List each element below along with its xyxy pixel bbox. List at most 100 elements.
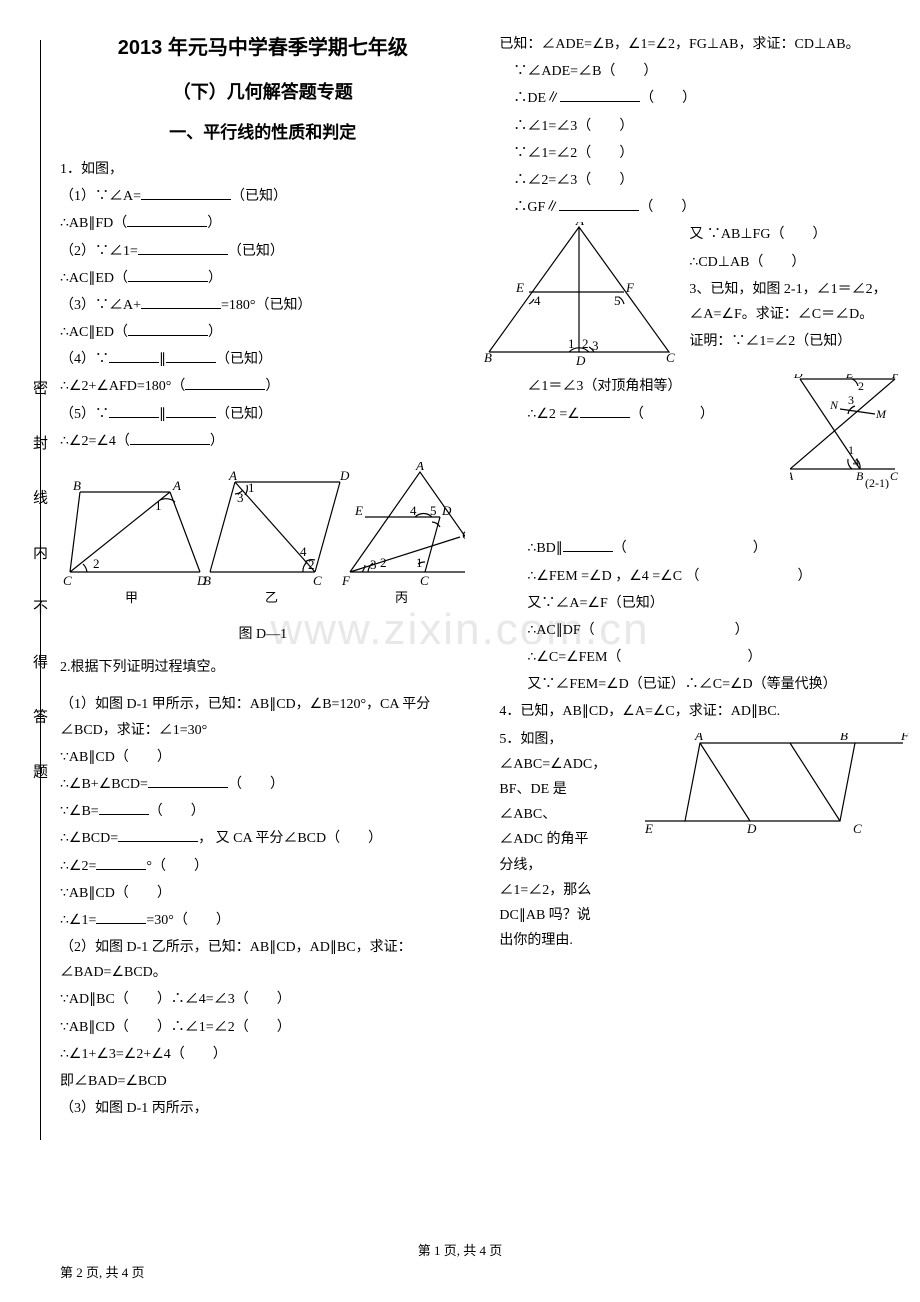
t: ）: [157, 750, 171, 765]
svg-text:C: C: [313, 573, 322, 588]
blank: [166, 404, 216, 418]
t: ∴BD∥: [527, 541, 562, 556]
blank: [141, 186, 231, 200]
t: ）: [753, 541, 767, 556]
blank: [96, 910, 146, 924]
svg-text:C: C: [63, 573, 72, 588]
t: ∥: [159, 407, 166, 422]
q1-l10: ∴∠2=∠4（ ）: [60, 429, 466, 454]
t: ∵∠B=: [60, 804, 99, 819]
t: ∥: [159, 352, 166, 367]
t: （: [640, 91, 654, 106]
t: °（: [146, 859, 166, 874]
q1-l1: （1）∵∠A=（已知）: [60, 184, 466, 209]
blank: [559, 197, 639, 211]
t: （已知）: [231, 189, 287, 204]
figure-triangle-abc: A BDC EF 12 3 45: [484, 222, 684, 367]
svg-text:4: 4: [410, 503, 417, 518]
r-l2: ∴DE∥（ ）: [499, 86, 905, 111]
t: ）: [682, 91, 696, 106]
q1-l8: ∴∠2+∠AFD=180°（ ）: [60, 374, 466, 399]
t: （: [639, 200, 653, 215]
page-title-2: （下）几何解答题专题: [60, 76, 466, 108]
t: ）: [735, 623, 749, 638]
t: ∴AC∥ED（: [60, 271, 128, 286]
t: ）: [619, 119, 633, 134]
footer-center: 第 1 页, 共 4 页: [0, 1239, 920, 1262]
blank: [138, 241, 228, 255]
svg-text:C: C: [420, 573, 429, 588]
svg-text:G: G: [462, 527, 465, 542]
svg-text:2: 2: [582, 336, 589, 351]
t: ）: [812, 227, 826, 242]
svg-text:1: 1: [248, 480, 255, 495]
figure-d1: BA CD 1 2 甲: [60, 462, 466, 647]
q2-l4: ∴∠BCD=， 又 CA 平分∠BCD（ ）: [60, 826, 466, 851]
blank: [99, 801, 149, 815]
q1-l4: ∴AC∥ED（）: [60, 266, 466, 291]
t: ∵∠1=∠2（: [513, 146, 591, 161]
svg-text:A: A: [415, 462, 424, 473]
t: ）: [265, 379, 279, 394]
t: ∴∠2+∠AFD=180°（: [60, 379, 185, 394]
svg-text:C: C: [890, 469, 899, 483]
svg-text:3: 3: [237, 490, 244, 505]
blank: [127, 213, 207, 227]
t: ∴GF∥: [513, 200, 559, 215]
r-l7: 又 ∵AB⊥FG（ ）: [689, 222, 905, 247]
t: （已知）: [228, 244, 284, 259]
t: ）: [210, 434, 224, 449]
q1-head: 1．如图，: [60, 157, 466, 182]
r-l13: ∴∠FEM =∠D ，∠4 =∠C （ ）: [499, 564, 905, 589]
t: ∵∠ADE=∠B（: [513, 64, 615, 79]
svg-text:1: 1: [155, 498, 162, 513]
q1-l6: ∴AC∥ED（）: [60, 320, 466, 345]
t: ）: [277, 1020, 291, 1035]
t: （: [613, 541, 627, 556]
r-q5: 5．如图，∠ABC=∠ADC，BF、DE 是∠ABC、∠ADC 的角平分线，∠1…: [499, 727, 599, 954]
figure-d1-svg: BA CD 1 2 甲: [60, 462, 465, 622]
t: ）∴∠1=∠2（: [157, 1020, 249, 1035]
t: （2）∵∠1=: [60, 244, 138, 259]
t: ∴∠1+∠3=∠2+∠4（: [60, 1047, 185, 1062]
blank: [109, 404, 159, 418]
svg-text:3: 3: [370, 557, 377, 572]
svg-text:2: 2: [380, 555, 387, 570]
r-l3: ∴∠1=∠3（ ）: [499, 114, 905, 139]
t: =180°（已知）: [221, 298, 312, 313]
svg-text:M: M: [875, 407, 887, 421]
svg-text:F: F: [341, 573, 351, 588]
q2-p3: （3）如图 D-1 丙所示，: [60, 1096, 466, 1121]
svg-text:C: C: [853, 821, 862, 833]
svg-text:B: B: [840, 733, 848, 743]
t: （已知）: [216, 352, 272, 367]
q1-l3: （2）∵∠1= （已知）: [60, 239, 466, 264]
fig-d1-label: 图 D—1: [60, 622, 466, 647]
t: ）: [643, 64, 657, 79]
r-l10: ∠1＝∠3（对顶角相等）: [499, 374, 785, 399]
t: ∵AB∥CD（: [60, 886, 129, 901]
svg-text:D: D: [575, 353, 586, 367]
t: ）: [277, 992, 291, 1007]
svg-text:2: 2: [858, 379, 864, 393]
q2-l11: 即∠BAD=∠BCD: [60, 1069, 466, 1094]
svg-text:1: 1: [416, 555, 423, 570]
r-p2: 3、已知，如图 2-1，∠1＝∠2，∠A=∠F。求证：∠C＝∠D。: [689, 277, 905, 327]
svg-text:2: 2: [93, 556, 100, 571]
r-q4: 4．已知，AB∥CD，∠A=∠C，求证：AD∥BC.: [499, 699, 905, 724]
svg-text:F: F: [900, 733, 910, 743]
blank: [563, 538, 613, 552]
t: ）: [194, 859, 208, 874]
svg-text:F: F: [625, 280, 635, 295]
t: ∴∠BCD=: [60, 831, 118, 846]
t: ）: [798, 569, 812, 584]
t: ∴∠2=∠4（: [60, 434, 130, 449]
t: ∴AC∥DF（: [527, 623, 594, 638]
svg-text:E: E: [515, 280, 524, 295]
blank: [141, 295, 221, 309]
q2-l10: ∴∠1+∠3=∠2+∠4（ ）: [60, 1042, 466, 1067]
blank: [96, 856, 146, 870]
svg-text:E: E: [845, 374, 854, 381]
t: ∴∠B+∠BCD=: [60, 777, 148, 792]
t: ）: [157, 886, 171, 901]
